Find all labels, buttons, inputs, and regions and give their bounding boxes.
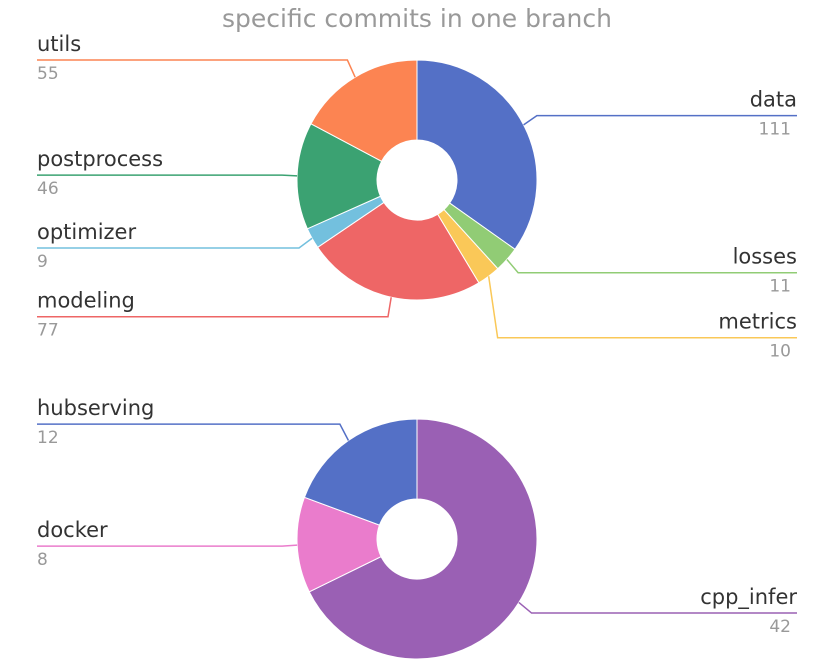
slice bbox=[416, 59, 538, 250]
slice-value: 46 bbox=[37, 179, 59, 199]
label-line bbox=[518, 601, 797, 614]
slice-name: optimizer bbox=[37, 220, 136, 244]
label-line bbox=[37, 297, 392, 318]
chart-title: specific commits in one branch bbox=[222, 4, 612, 33]
slice bbox=[308, 418, 538, 660]
label-line bbox=[523, 114, 797, 126]
label-line bbox=[37, 423, 350, 441]
slice-value: 12 bbox=[37, 428, 59, 448]
slice-value: 77 bbox=[37, 321, 59, 341]
slice-value: 10 bbox=[769, 342, 791, 362]
slice-name: postprocess bbox=[37, 147, 163, 171]
slice-name: hubserving bbox=[37, 396, 154, 420]
slice-name: docker bbox=[37, 518, 108, 542]
label-line bbox=[37, 59, 356, 78]
slice bbox=[310, 59, 418, 162]
slice-value: 9 bbox=[37, 252, 48, 272]
slice-name: modeling bbox=[37, 289, 135, 313]
slice-name: utils bbox=[37, 32, 81, 56]
slice bbox=[296, 123, 383, 230]
slice bbox=[303, 418, 418, 526]
slice-value: 55 bbox=[37, 64, 59, 84]
slice-value: 111 bbox=[759, 120, 791, 140]
slice bbox=[316, 201, 480, 301]
slice-name: cpp_infer bbox=[700, 585, 797, 610]
label-line bbox=[506, 258, 797, 274]
label-line bbox=[37, 174, 298, 177]
label-line bbox=[37, 544, 298, 547]
label-line bbox=[487, 276, 797, 339]
slice-name: metrics bbox=[718, 310, 797, 334]
label-line bbox=[37, 237, 313, 249]
slice-value: 8 bbox=[37, 550, 48, 570]
slice-value: 42 bbox=[769, 617, 791, 637]
slice-name: losses bbox=[733, 245, 797, 269]
slice-value: 11 bbox=[769, 277, 791, 297]
slice-name: data bbox=[750, 88, 797, 112]
